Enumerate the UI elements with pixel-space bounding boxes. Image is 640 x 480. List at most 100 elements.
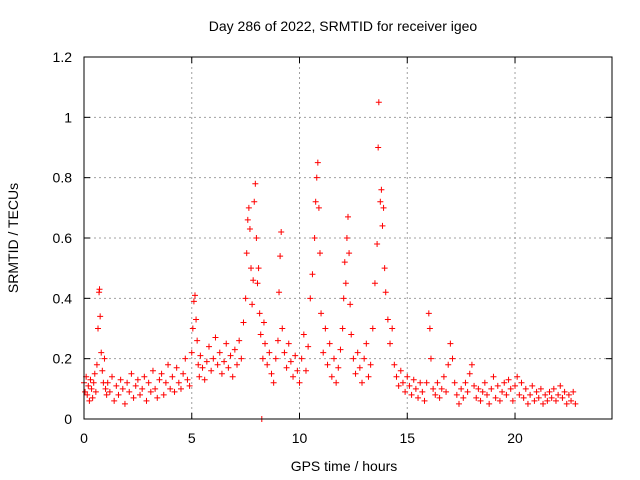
data-point: [346, 250, 353, 257]
data-point: [300, 331, 307, 338]
data-point: [559, 394, 566, 401]
data-point: [86, 397, 93, 404]
data-point: [546, 388, 553, 395]
data-point: [340, 295, 347, 302]
data-point: [462, 379, 469, 386]
data-point: [245, 204, 252, 211]
data-point: [85, 382, 92, 389]
data-point: [251, 198, 258, 205]
y-tick-label: 0.8: [53, 170, 73, 186]
data-point: [374, 241, 381, 248]
data-point: [216, 349, 223, 356]
data-point: [243, 250, 250, 257]
y-tick-label: 1: [64, 109, 72, 125]
data-point: [348, 331, 355, 338]
data-point: [152, 385, 159, 392]
data-point: [128, 370, 135, 377]
data-point: [514, 373, 521, 380]
data-point: [322, 325, 329, 332]
data-point: [103, 391, 110, 398]
data-point: [488, 385, 495, 392]
data-point: [139, 385, 146, 392]
data-point: [305, 343, 312, 350]
data-point: [479, 388, 486, 395]
data-point: [294, 367, 301, 374]
data-point: [540, 400, 547, 407]
data-point: [361, 355, 368, 362]
data-point: [520, 394, 527, 401]
data-point: [522, 385, 529, 392]
data-point: [277, 253, 284, 260]
data-point: [421, 397, 428, 404]
data-point: [316, 250, 323, 257]
data-point: [283, 364, 290, 371]
data-point: [451, 379, 458, 386]
data-point: [115, 391, 122, 398]
data-point: [309, 271, 316, 278]
data-point: [242, 295, 249, 302]
data-point: [223, 340, 230, 347]
data-point: [381, 265, 388, 272]
data-point: [134, 376, 141, 383]
data-point: [225, 364, 232, 371]
data-point: [527, 391, 534, 398]
data-point: [486, 400, 493, 407]
chart-title: Day 286 of 2022, SRMTID for receiver ige…: [209, 18, 478, 34]
data-point: [359, 379, 366, 386]
data-point: [464, 388, 471, 395]
data-point: [354, 349, 361, 356]
data-point: [460, 394, 467, 401]
data-point: [339, 325, 346, 332]
data-point: [438, 385, 445, 392]
data-point: [423, 379, 430, 386]
x-tick-label: 10: [292, 430, 308, 446]
data-point: [481, 379, 488, 386]
data-point: [367, 361, 374, 368]
data-point: [234, 361, 241, 368]
data-point: [221, 358, 228, 365]
grid-lines: [84, 57, 612, 419]
data-point: [568, 397, 575, 404]
data-point: [208, 367, 215, 374]
data-point: [415, 394, 422, 401]
data-point: [552, 397, 559, 404]
data-point: [117, 376, 124, 383]
data-point: [91, 370, 98, 377]
data-point: [259, 355, 266, 362]
data-point: [419, 388, 426, 395]
data-point: [93, 361, 100, 368]
data-point: [550, 385, 557, 392]
data-point: [160, 391, 167, 398]
data-points: [81, 99, 579, 422]
data-point: [274, 337, 281, 344]
data-point: [104, 379, 111, 386]
data-point: [231, 346, 238, 353]
data-point: [406, 382, 413, 389]
data-point: [156, 376, 163, 383]
data-point: [356, 364, 363, 371]
data-point: [512, 382, 519, 389]
data-point: [518, 379, 525, 386]
data-point: [106, 388, 113, 395]
data-point: [276, 289, 283, 296]
data-point: [132, 382, 139, 389]
data-point: [333, 379, 340, 386]
data-point: [443, 388, 450, 395]
data-point: [561, 388, 568, 395]
data-point: [196, 373, 203, 380]
data-point: [505, 376, 512, 383]
data-point: [436, 394, 443, 401]
data-point: [260, 319, 267, 326]
data-point: [218, 370, 225, 377]
data-point: [531, 397, 538, 404]
data-point: [408, 391, 415, 398]
data-point: [254, 280, 261, 287]
data-point: [426, 325, 433, 332]
data-point: [318, 310, 325, 317]
data-point: [270, 379, 277, 386]
data-point: [182, 355, 189, 362]
data-point: [281, 349, 288, 356]
data-point: [307, 295, 314, 302]
data-point: [287, 358, 294, 365]
data-point: [253, 235, 260, 241]
